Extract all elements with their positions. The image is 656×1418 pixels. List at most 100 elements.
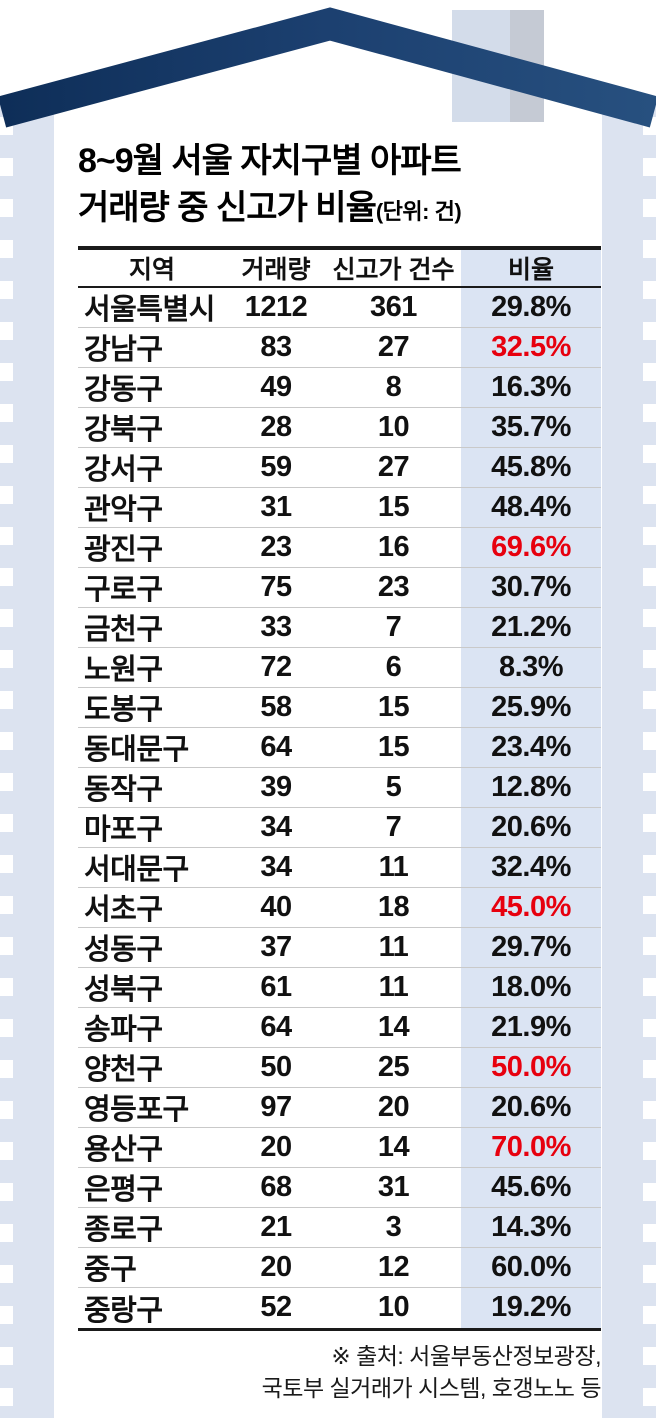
- volume-value: 68: [260, 1170, 292, 1203]
- volume-value: 39: [260, 770, 292, 803]
- table-row: 구로구 75 23 30.7%: [78, 567, 601, 608]
- table-body: 서울특별시 1212 361 29.8% 강남구 83 27 32.5% 강동구 49 8 16.3%…: [78, 287, 601, 1328]
- highs-value: 23: [377, 570, 410, 603]
- table-row: 강서구 59 27 45.8%: [78, 447, 601, 488]
- ratio-value: 21.2%: [461, 607, 601, 647]
- highs-value: 3: [385, 1210, 402, 1243]
- table-row: 용산구 20 14 70.0%: [78, 1127, 601, 1168]
- volume-value: 61: [260, 970, 292, 1003]
- region-name: 성동구: [84, 934, 163, 967]
- volume-value: 50: [260, 1050, 292, 1083]
- ratio-value: 8.3%: [461, 647, 601, 687]
- table-row: 동작구 39 5 12.8%: [78, 767, 601, 808]
- volume-value: 28: [260, 410, 292, 443]
- volume-value: 33: [260, 610, 292, 643]
- table-row: 금천구 33 7 21.2%: [78, 607, 601, 648]
- table-row: 서대문구 34 11 32.4%: [78, 847, 601, 888]
- table-row: 성동구 37 11 29.7%: [78, 927, 601, 968]
- ratio-value: 30.7%: [461, 567, 601, 607]
- left-building-edge: [0, 100, 54, 1418]
- table-row: 양천구 50 25 50.0%: [78, 1047, 601, 1088]
- ratio-value: 16.3%: [461, 367, 601, 407]
- region-name: 서대문구: [84, 854, 189, 887]
- table-row: 서초구 40 18 45.0%: [78, 887, 601, 928]
- ratio-value: 14.3%: [461, 1207, 601, 1247]
- region-name: 노원구: [84, 654, 163, 687]
- highs-value: 14: [377, 1130, 410, 1163]
- table-row: 강북구 28 10 35.7%: [78, 407, 601, 448]
- roof-svg: [0, 7, 656, 128]
- region-name: 동작구: [84, 774, 163, 807]
- region-name: 동대문구: [84, 734, 189, 767]
- highs-value: 15: [377, 690, 410, 723]
- volume-value: 97: [260, 1090, 292, 1123]
- source-line1: ※ 출처: 서울부동산정보광장,: [331, 1342, 601, 1369]
- ratio-value: 32.5%: [461, 327, 601, 367]
- region-name: 서초구: [84, 894, 163, 927]
- volume-value: 40: [260, 890, 292, 923]
- ratio-value: 50.0%: [461, 1047, 601, 1087]
- region-name: 성북구: [84, 974, 163, 1007]
- table-row: 광진구 23 16 69.6%: [78, 527, 601, 568]
- ratio-value: 20.6%: [461, 807, 601, 847]
- table-row: 성북구 61 11 18.0%: [78, 967, 601, 1008]
- content-area: 8~9월 서울 자치구별 아파트 거래량 중 신고가 비율(단위: 건) 지역 …: [78, 138, 602, 1404]
- highs-value: 25: [377, 1050, 410, 1083]
- table-row: 종로구 21 3 14.3%: [78, 1207, 601, 1248]
- region-name: 영등포구: [84, 1094, 189, 1127]
- ratio-value: 45.8%: [461, 447, 601, 487]
- unit-label: (단위: 건): [375, 198, 462, 224]
- ratio-value: 29.7%: [461, 927, 601, 967]
- highs-value: 10: [377, 1291, 410, 1324]
- ratio-value: 19.2%: [461, 1287, 601, 1328]
- volume-value: 21: [260, 1210, 292, 1243]
- volume-value: 1212: [244, 290, 308, 323]
- region-name: 관악구: [84, 494, 163, 527]
- region-name: 강남구: [84, 334, 163, 367]
- volume-value: 37: [260, 930, 292, 963]
- volume-value: 34: [260, 850, 292, 883]
- ratio-value: 21.9%: [461, 1007, 601, 1047]
- ratio-value: 48.4%: [461, 487, 601, 527]
- region-name: 강서구: [84, 454, 163, 487]
- ratio-value: 20.6%: [461, 1087, 601, 1127]
- highs-value: 20: [377, 1090, 410, 1123]
- page-title: 8~9월 서울 자치구별 아파트 거래량 중 신고가 비율(단위: 건): [78, 138, 602, 232]
- highs-value: 6: [385, 650, 402, 683]
- volume-value: 31: [260, 490, 292, 523]
- source-line2: 국토부 실거래가 시스템, 호갱노노 등: [261, 1374, 602, 1401]
- header-volume: 거래량: [241, 255, 311, 284]
- table-row: 영등포구 97 20 20.6%: [78, 1087, 601, 1128]
- table-row: 중구 20 12 60.0%: [78, 1247, 601, 1288]
- highs-value: 11: [378, 930, 409, 963]
- region-name: 도봉구: [84, 694, 163, 727]
- highs-value: 18: [377, 890, 410, 923]
- title-line2: 거래량 중 신고가 비율(단위: 건): [78, 188, 462, 227]
- roof-band: [0, 7, 656, 128]
- volume-value: 34: [260, 810, 292, 843]
- highs-value: 27: [377, 330, 410, 363]
- highs-value: 27: [377, 450, 410, 483]
- region-name: 용산구: [84, 1134, 163, 1167]
- table-row: 송파구 64 14 21.9%: [78, 1007, 601, 1048]
- region-name: 서울특별시: [84, 294, 215, 327]
- table-row: 도봉구 58 15 25.9%: [78, 687, 601, 728]
- ratio-value: 60.0%: [461, 1247, 601, 1287]
- volume-value: 20: [260, 1250, 292, 1283]
- region-name: 중랑구: [84, 1294, 163, 1327]
- header-highs: 신고가 건수: [332, 255, 455, 284]
- highs-value: 361: [370, 290, 417, 323]
- table-row: 강남구 83 27 32.5%: [78, 327, 601, 368]
- region-name: 은평구: [84, 1174, 163, 1207]
- region-name: 강동구: [84, 374, 163, 407]
- highs-value: 5: [385, 770, 402, 803]
- table-row: 강동구 49 8 16.3%: [78, 367, 601, 408]
- header-ratio: 비율: [461, 249, 601, 286]
- highs-value: 11: [378, 850, 409, 883]
- volume-value: 52: [260, 1291, 292, 1324]
- volume-value: 83: [260, 330, 292, 363]
- volume-value: 59: [260, 450, 292, 483]
- region-name: 금천구: [84, 614, 163, 647]
- volume-value: 23: [260, 530, 292, 563]
- highs-value: 14: [377, 1010, 410, 1043]
